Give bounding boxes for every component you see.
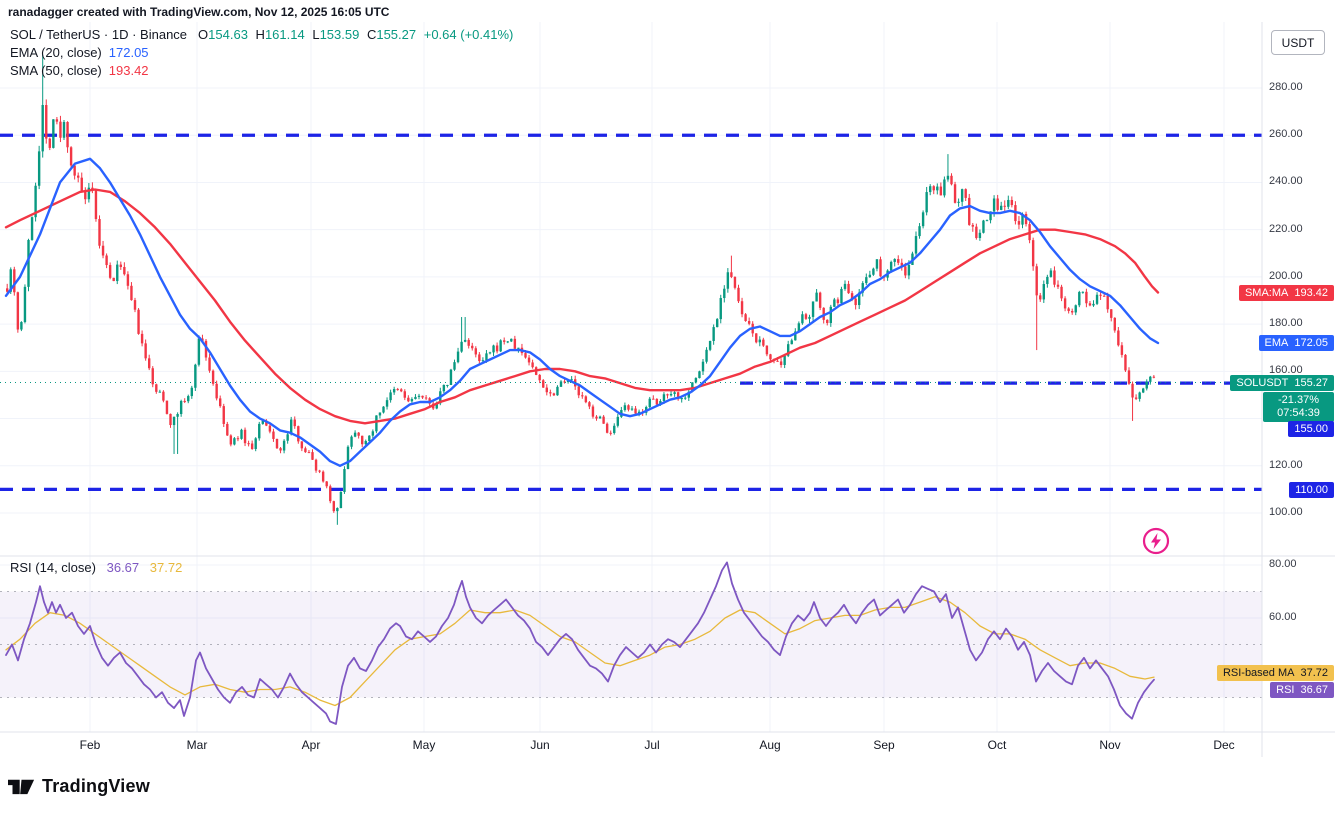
- countdown-tag: -21.37% 07:54:39: [1263, 392, 1334, 422]
- tradingview-logo-icon: [8, 779, 35, 795]
- price-tick-label: 180.00: [1269, 317, 1303, 330]
- rsi-ma-tag: RSI-based MA 37.72: [1216, 665, 1334, 681]
- time-tick-label: Feb: [79, 738, 101, 752]
- time-tick-label: Sep: [873, 738, 895, 752]
- symbol-title: SOL / TetherUS · 1D · Binance: [10, 27, 188, 42]
- rsi-tick-label: 60.00: [1269, 611, 1297, 623]
- attribution-text: ranadagger created with TradingView.com,…: [8, 5, 390, 19]
- price-tick-label: 260.00: [1269, 128, 1303, 141]
- time-tick-label: Dec: [1213, 738, 1235, 752]
- price-tick-label: 240.00: [1269, 175, 1303, 188]
- rsi-ma-value: 37.72: [149, 560, 183, 575]
- sma-label: SMA (50, close): [10, 63, 102, 78]
- price-tick-label: 280.00: [1269, 81, 1303, 93]
- rsi-legend[interactable]: RSI (14, close) 36.67 37.72: [10, 560, 182, 575]
- price-tick-label: 120.00: [1269, 458, 1303, 471]
- time-tick-label: Jun: [530, 738, 550, 752]
- price-tick-label: 100.00: [1269, 505, 1303, 518]
- rsi-tick-label: 80.00: [1269, 558, 1297, 570]
- ema-price-tag: EMA 172.05: [1258, 335, 1334, 351]
- time-tick-label: Jul: [644, 738, 660, 752]
- level-155-tag[interactable]: 155.00: [1288, 421, 1334, 437]
- tradingview-footer-link[interactable]: TradingView: [8, 774, 150, 798]
- rsi-tag: RSI 36.67: [1270, 682, 1334, 698]
- countdown-change: -21.37%: [1278, 394, 1319, 406]
- sma-price-tag: SMA:MA 193.42: [1238, 285, 1334, 301]
- rsi-label: RSI (14, close): [10, 560, 96, 575]
- ema-value: 172.05: [108, 45, 149, 60]
- ema-legend-row[interactable]: EMA (20, close) 172.05: [10, 45, 513, 63]
- price-tick-label: 220.00: [1269, 222, 1303, 235]
- price-scale-currency-button[interactable]: USDT: [1271, 30, 1325, 55]
- level-110-tag[interactable]: 110.00: [1289, 482, 1334, 498]
- time-tick-label: Aug: [759, 738, 781, 752]
- ema-label: EMA (20, close): [10, 45, 102, 60]
- time-tick-label: Mar: [186, 738, 208, 752]
- countdown-time: 07:54:39: [1277, 407, 1320, 419]
- tradingview-brand-text: TradingView: [42, 775, 150, 796]
- flash-icon[interactable]: [1140, 525, 1172, 557]
- time-tick-label: Apr: [301, 738, 321, 752]
- chart-legend: SOL / TetherUS · 1D · Binance O154.63 H1…: [10, 27, 513, 81]
- time-tick-label: May: [412, 738, 436, 752]
- sma-value: 193.42: [108, 63, 149, 78]
- symbol-legend-row[interactable]: SOL / TetherUS · 1D · Binance O154.63 H1…: [10, 27, 513, 45]
- last-price-tag: SOLUSDT 155.27: [1230, 375, 1334, 391]
- ohlc-values: O154.63 H161.14 L153.59 C155.27 +0.64 (+…: [198, 27, 514, 42]
- change-value: +0.64 (+0.41%): [423, 27, 514, 42]
- sma-legend-row[interactable]: SMA (50, close) 193.42: [10, 63, 513, 81]
- price-tick-label: 200.00: [1269, 269, 1303, 282]
- rsi-value: 36.67: [106, 560, 140, 575]
- time-tick-label: Oct: [987, 738, 1007, 752]
- price-tick-label: 160.00: [1269, 364, 1303, 377]
- time-tick-label: Nov: [1099, 738, 1121, 752]
